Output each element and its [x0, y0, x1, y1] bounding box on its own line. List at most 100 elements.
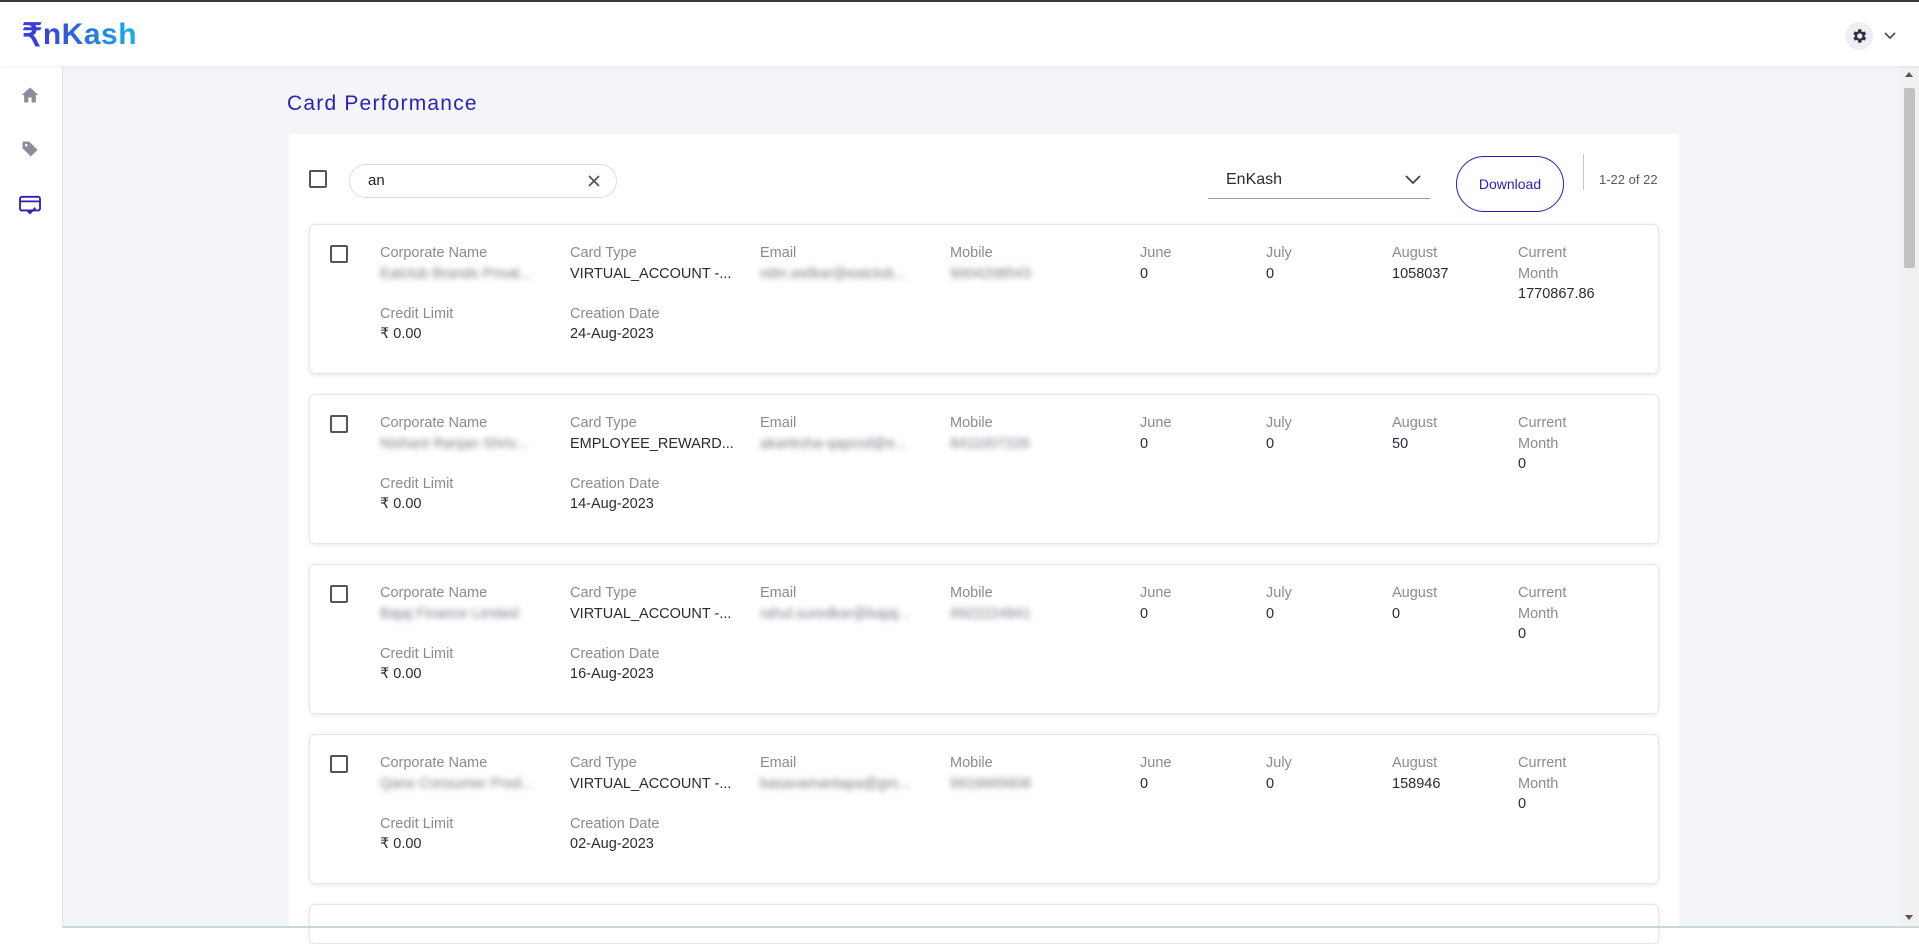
corporate-name-label: Corporate Name	[380, 755, 488, 771]
row-checkbox[interactable]	[330, 415, 348, 433]
corporate-select[interactable]: EnKash	[1208, 164, 1430, 199]
card-type-label: Card Type	[570, 585, 637, 601]
tag-icon[interactable]	[17, 136, 43, 162]
corporate-select-value: EnKash	[1226, 171, 1283, 188]
july-label: July	[1266, 585, 1292, 601]
enkash-logo[interactable]: ₹ nKash	[22, 16, 137, 54]
card-row[interactable]: Corporate Name Nishant Ranjan Shriv... Car…	[309, 394, 1659, 544]
creation-date-value: 24-Aug-2023	[570, 326, 654, 342]
email-label: Email	[760, 585, 797, 601]
card-row[interactable]: Corporate Name Bajaj Finance Limited Card …	[309, 564, 1659, 714]
corporate-name-value: Eatclub Brands Privat...	[380, 266, 532, 282]
credit-limit-value: ₹ 0.00	[380, 666, 422, 682]
current-month-value: 0	[1518, 796, 1527, 812]
mobile-value: 9916665608	[950, 776, 1031, 792]
creation-date-value: 16-Aug-2023	[570, 666, 654, 682]
current-month-label: Current	[1518, 245, 1567, 261]
credit-limit-value: ₹ 0.00	[380, 836, 422, 852]
mobile-value: 8411007226	[950, 436, 1030, 452]
card-type-value: VIRTUAL_ACCOUNT -...	[570, 266, 732, 282]
card-type-value: EMPLOYEE_REWARD...	[570, 436, 734, 452]
row-checkbox[interactable]	[330, 755, 348, 773]
row-checkbox[interactable]	[330, 245, 348, 263]
page-title: Card Performance	[287, 92, 478, 115]
card-row[interactable]: Corporate Name Qano Consumer Prod... Card …	[309, 734, 1659, 884]
july-value: 0	[1266, 776, 1275, 792]
row-checkbox[interactable]	[330, 585, 348, 603]
top-header: ₹ nKash	[0, 2, 1919, 66]
email-value: rahul.suredkar@bajaj...	[760, 606, 911, 622]
search-box[interactable]	[349, 164, 617, 198]
creation-date-label: Creation Date	[570, 816, 660, 832]
creation-date-label: Creation Date	[570, 646, 660, 662]
corporate-name-label: Corporate Name	[380, 415, 488, 431]
mobile-label: Mobile	[950, 245, 993, 261]
card-list-panel: EnKash Download 1-22 of 22 Corporate Nam…	[289, 134, 1679, 944]
card-row[interactable]: Corporate Name Eatclub Brands Privat... Ca…	[309, 224, 1659, 374]
credit-limit-label: Credit Limit	[380, 646, 454, 662]
june-value: 0	[1140, 436, 1149, 452]
sidebar	[0, 66, 63, 928]
creation-date-value: 14-Aug-2023	[570, 496, 654, 512]
current-month-label: Current	[1518, 585, 1567, 601]
june-label: June	[1140, 245, 1172, 261]
close-icon[interactable]	[586, 173, 602, 189]
june-value: 0	[1140, 266, 1149, 282]
corporate-name-value: Nishant Ranjan Shriv...	[380, 436, 528, 452]
corporate-name-value: Qano Consumer Prod...	[380, 776, 534, 792]
card-check-icon[interactable]	[17, 192, 43, 218]
vertical-scrollbar[interactable]	[1900, 66, 1919, 928]
july-label: July	[1266, 245, 1292, 261]
august-label: August	[1392, 245, 1438, 261]
july-label: July	[1266, 755, 1292, 771]
home-icon[interactable]	[17, 82, 43, 108]
current-month-value: 1770867.86	[1518, 286, 1595, 302]
mobile-label: Mobile	[950, 585, 993, 601]
august-value: 0	[1392, 606, 1401, 622]
email-label: Email	[760, 415, 797, 431]
logo-text: nKash	[42, 18, 138, 51]
current-month-value: 0	[1518, 456, 1527, 472]
select-all-checkbox[interactable]	[309, 170, 327, 188]
july-label: July	[1266, 415, 1292, 431]
gear-icon[interactable]	[1845, 22, 1873, 50]
email-value: nitin.welkar@eatclub...	[760, 266, 907, 282]
august-label: August	[1392, 755, 1438, 771]
divider	[1583, 154, 1584, 190]
scroll-up-arrow[interactable]	[1905, 72, 1913, 77]
main-content: Card Performance EnKash Download 1-22 of…	[63, 66, 1900, 944]
card-type-label: Card Type	[570, 415, 637, 431]
pagination-label: 1-22 of 22	[1599, 172, 1658, 187]
chevron-down-icon	[1405, 175, 1421, 185]
scroll-down-arrow[interactable]	[1905, 915, 1913, 920]
august-value: 1058037	[1392, 266, 1449, 282]
search-input[interactable]	[368, 172, 568, 189]
card-row[interactable]	[309, 904, 1659, 944]
current-month-label: Current	[1518, 755, 1567, 771]
credit-limit-label: Credit Limit	[380, 476, 454, 492]
june-label: June	[1140, 755, 1172, 771]
current-month-label: Current	[1518, 415, 1567, 431]
creation-date-label: Creation Date	[570, 306, 660, 322]
mobile-value: 9922224841	[950, 606, 1031, 622]
credit-limit-label: Credit Limit	[380, 306, 454, 322]
credit-limit-label: Credit Limit	[380, 816, 454, 832]
chevron-down-icon[interactable]	[1883, 31, 1897, 41]
settings-menu[interactable]	[1845, 22, 1897, 50]
scrollbar-thumb[interactable]	[1904, 88, 1915, 268]
august-label: August	[1392, 415, 1438, 431]
current-month-label-2: Month	[1518, 266, 1559, 282]
july-value: 0	[1266, 436, 1275, 452]
current-month-label-2: Month	[1518, 436, 1559, 452]
july-value: 0	[1266, 606, 1275, 622]
download-button[interactable]: Download	[1456, 156, 1564, 212]
august-value: 50	[1392, 436, 1409, 452]
window-top-border	[0, 0, 1919, 2]
mobile-label: Mobile	[950, 755, 993, 771]
june-label: June	[1140, 415, 1172, 431]
current-month-value: 0	[1518, 626, 1527, 642]
june-label: June	[1140, 585, 1172, 601]
corporate-name-label: Corporate Name	[380, 245, 488, 261]
mobile-label: Mobile	[950, 415, 993, 431]
july-value: 0	[1266, 266, 1275, 282]
